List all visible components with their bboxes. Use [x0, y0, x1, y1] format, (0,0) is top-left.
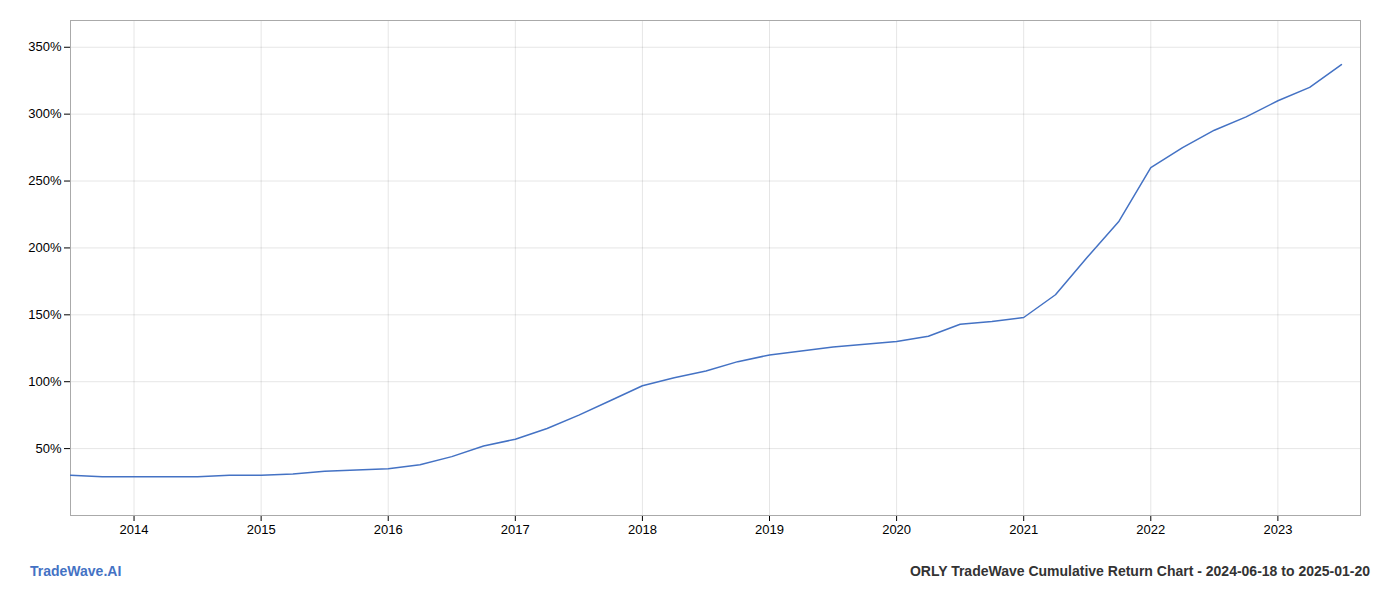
svg-text:2017: 2017	[501, 522, 530, 537]
svg-text:2015: 2015	[247, 522, 276, 537]
svg-text:2019: 2019	[755, 522, 784, 537]
svg-text:350%: 350%	[28, 39, 62, 54]
svg-text:100%: 100%	[28, 374, 62, 389]
svg-text:200%: 200%	[28, 240, 62, 255]
svg-text:50%: 50%	[35, 441, 61, 456]
svg-text:2018: 2018	[628, 522, 657, 537]
html-text:TradeWave.AI: TradeWave.AI	[30, 563, 122, 579]
svg-text:150%: 150%	[28, 307, 62, 322]
svg-text:2021: 2021	[1009, 522, 1038, 537]
svg-text:2014: 2014	[120, 522, 149, 537]
svg-text:2016: 2016	[374, 522, 403, 537]
svg-text:2020: 2020	[882, 522, 911, 537]
html-text:ORLY TradeWave Cumulative Retu: ORLY TradeWave Cumulative Return Chart -…	[909, 563, 1370, 579]
svg-text:250%: 250%	[28, 173, 62, 188]
svg-text:2023: 2023	[1263, 522, 1292, 537]
svg-text:300%: 300%	[28, 106, 62, 121]
svg-text:2022: 2022	[1136, 522, 1165, 537]
